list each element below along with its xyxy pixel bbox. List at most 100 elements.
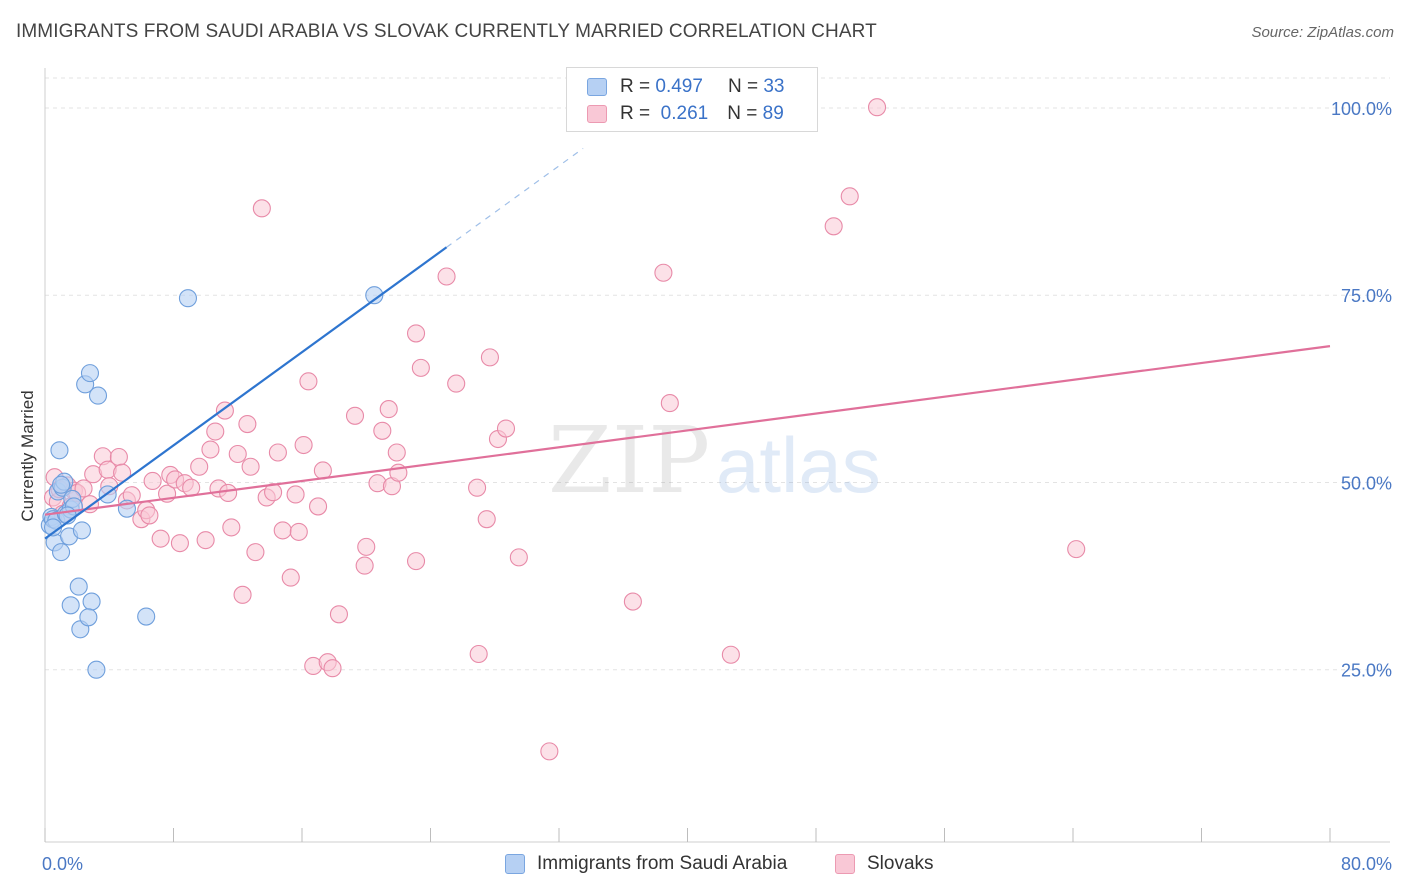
watermark: ZIP atlas: [548, 407, 881, 514]
series-legend: Immigrants from Saudi Arabia Slovaks: [0, 851, 1406, 879]
slovak-point: [1067, 540, 1086, 559]
slovak-point: [329, 605, 348, 624]
slovak-point: [170, 534, 189, 553]
saudi-arabia-point: [137, 607, 156, 626]
slovak-point: [252, 199, 271, 218]
slovak-point: [469, 644, 488, 664]
slovak-point: [345, 406, 365, 425]
slovak-point: [309, 497, 328, 516]
slovak-point: [246, 543, 265, 562]
saudi-arabia-point: [52, 543, 71, 562]
slovak-point: [496, 419, 516, 438]
slovak-point: [379, 400, 398, 419]
saudi-arabia-point: [72, 521, 91, 540]
slovak-point: [468, 478, 487, 497]
legend-n-label: N =: [727, 103, 758, 124]
slovak-point: [238, 414, 257, 434]
slovak-point: [623, 592, 642, 611]
slovak-point: [867, 98, 887, 117]
legend-label-slovaks: Slovaks: [867, 853, 934, 874]
slovak-point: [219, 483, 238, 503]
legend-r-value: 0.497: [655, 76, 703, 97]
slovak-point: [206, 422, 225, 441]
y-tick-label: 75.0%: [1341, 286, 1392, 306]
slovak-point: [824, 217, 843, 236]
blue-series: [40, 286, 384, 679]
saudi-arabia-trend-line: [44, 246, 448, 540]
slovak-point: [190, 457, 209, 476]
saudi-arabia-point: [61, 596, 80, 615]
slovak-point: [233, 585, 252, 604]
legend-row-blue: R = 0.497 N = 33: [587, 74, 784, 100]
slovak-point: [540, 742, 559, 761]
slovak-point: [840, 187, 859, 206]
slovak-point: [654, 263, 673, 282]
legend-item-slovaks[interactable]: Slovaks: [835, 853, 934, 875]
saudi-arabia-point: [365, 286, 384, 305]
slovak-point: [140, 506, 159, 525]
y-axis-label: Currently Married: [18, 390, 37, 521]
slovak-point: [477, 510, 496, 529]
slovak-point: [323, 659, 342, 678]
slovak-point: [411, 358, 430, 377]
legend-swatch-pink: [587, 105, 607, 123]
saudi-arabia-point: [50, 441, 69, 460]
legend-r-value: 0.261: [660, 103, 709, 124]
x-tick-label: 80.0%: [1341, 854, 1392, 874]
x-tick-label: 0.0%: [42, 854, 83, 874]
slovak-point: [151, 529, 170, 548]
saudi-arabia-point: [88, 386, 108, 405]
legend-n-value: 89: [762, 103, 784, 124]
pink-series: [43, 98, 1086, 761]
legend-swatch-blue: [587, 78, 607, 96]
watermark-zip: ZIP: [548, 407, 710, 514]
slovak-point: [228, 444, 247, 464]
slovak-point: [281, 568, 300, 587]
legend-swatch-blue: [505, 854, 525, 874]
slovak-point: [201, 440, 220, 459]
legend-swatch-pink: [835, 854, 855, 874]
slovak-point: [447, 374, 466, 393]
saudi-arabia-point: [178, 289, 198, 308]
legend-row-pink: R = 0.261 N = 89: [587, 101, 784, 127]
saudi-arabia-point: [80, 364, 100, 383]
slovak-point: [222, 518, 241, 537]
slovak-point: [109, 447, 128, 467]
legend-n-value: 33: [763, 76, 785, 97]
y-tick-label: 25.0%: [1341, 661, 1392, 681]
slovak-point: [357, 537, 376, 556]
slovak-point: [74, 479, 93, 498]
saudi-arabia-trend-extension: [446, 147, 584, 248]
legend-r-label: R =: [620, 76, 651, 97]
slovak-point: [289, 522, 308, 541]
legend-r-label: R =: [620, 103, 651, 124]
trend-lines: [44, 147, 1331, 540]
legend-n-label: N =: [727, 76, 759, 97]
slovak-point: [196, 531, 215, 550]
legend-item-saudi-arabia[interactable]: Immigrants from Saudi Arabia: [505, 853, 787, 875]
slovak-point: [437, 267, 456, 286]
slovak-point: [355, 556, 374, 575]
slovak-point: [286, 485, 305, 504]
axes: [44, 68, 1390, 843]
slovak-point: [113, 463, 132, 482]
chart-title: IMMIGRANTS FROM SAUDI ARABIA VS SLOVAK C…: [16, 21, 877, 42]
saudi-arabia-point: [87, 660, 106, 679]
slovak-point: [406, 552, 426, 571]
saudi-arabia-point: [69, 577, 88, 596]
y-tick-label: 100.0%: [1331, 99, 1392, 119]
x-tick-labels: 0.0% 80.0%: [42, 854, 1392, 874]
slovak-point: [721, 645, 740, 664]
slovak-point: [373, 421, 392, 440]
gridlines: [45, 77, 1390, 671]
saudi-arabia-point: [52, 475, 71, 494]
slovak-point: [241, 457, 260, 476]
slovak-point: [273, 521, 292, 540]
y-tick-labels: 25.0% 50.0% 75.0% 100.0%: [1331, 99, 1392, 681]
slovak-point: [143, 471, 162, 491]
slovak-point: [299, 372, 318, 391]
saudi-arabia-point: [82, 592, 101, 611]
slovak-point: [509, 548, 528, 567]
saudi-arabia-point: [79, 608, 98, 627]
